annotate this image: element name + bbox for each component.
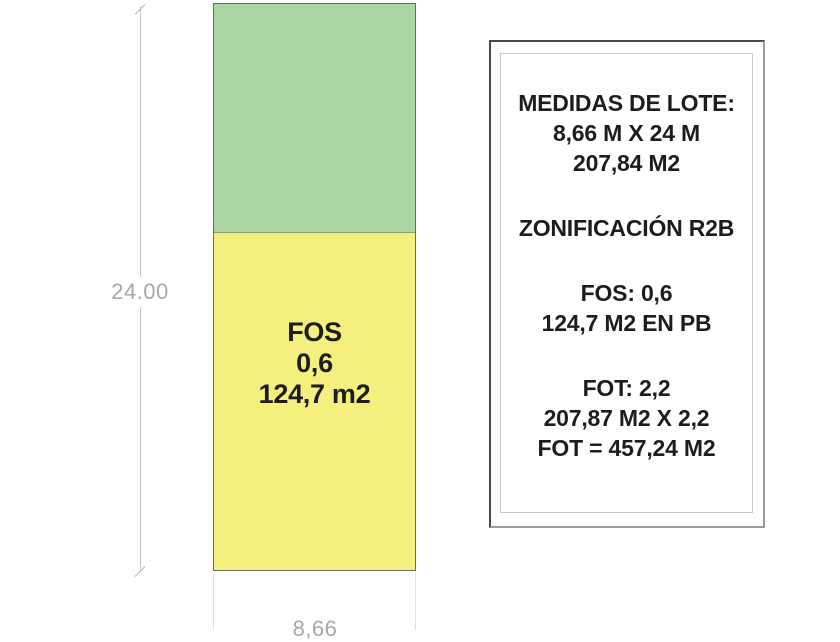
fos-coefficient: 0,6 [296, 348, 333, 378]
fos-label: FOS [287, 317, 342, 347]
fot-result: FOT = 457,24 M2 [537, 435, 716, 461]
lot-measures-area: 207,84 M2 [573, 150, 680, 176]
lot-rectangle: FOS 0,6 124,7 m2 [213, 3, 416, 571]
lot-measures-title: MEDIDAS DE LOTE: [518, 90, 735, 116]
extension-line-left [213, 572, 214, 630]
fos-group: FOS: 0,6 124,7 M2 EN PB [501, 278, 752, 338]
fot-value: FOT: 2,2 [582, 375, 671, 401]
extension-line-right [415, 572, 416, 630]
lot-measures-group: MEDIDAS DE LOTE: 8,66 M X 24 M 207,84 M2 [501, 88, 752, 178]
info-box: MEDIDAS DE LOTE: 8,66 M X 24 M 207,84 M2… [489, 40, 765, 528]
zoning-label: ZONIFICACIÓN R2B [518, 215, 735, 241]
zoning-group: ZONIFICACIÓN R2B [501, 213, 752, 243]
lot-width-label: 8,66 [292, 616, 338, 641]
fos-area-detail: 124,7 M2 EN PB [541, 310, 712, 336]
fot-calculation: 207,87 M2 X 2,2 [543, 405, 710, 431]
fos-value: FOS: 0,6 [580, 280, 673, 306]
free-space-zone [214, 4, 415, 233]
lot-measures-dimensions: 8,66 M X 24 M [553, 120, 700, 146]
buildable-fos-zone: FOS 0,6 124,7 m2 [214, 233, 415, 570]
fos-area: 124,7 m2 [258, 379, 371, 409]
lot-depth-label: 24.00 [102, 277, 178, 307]
info-box-inner-frame: MEDIDAS DE LOTE: 8,66 M X 24 M 207,84 M2… [500, 53, 753, 513]
fot-group: FOT: 2,2 207,87 M2 X 2,2 FOT = 457,24 M2 [501, 373, 752, 463]
